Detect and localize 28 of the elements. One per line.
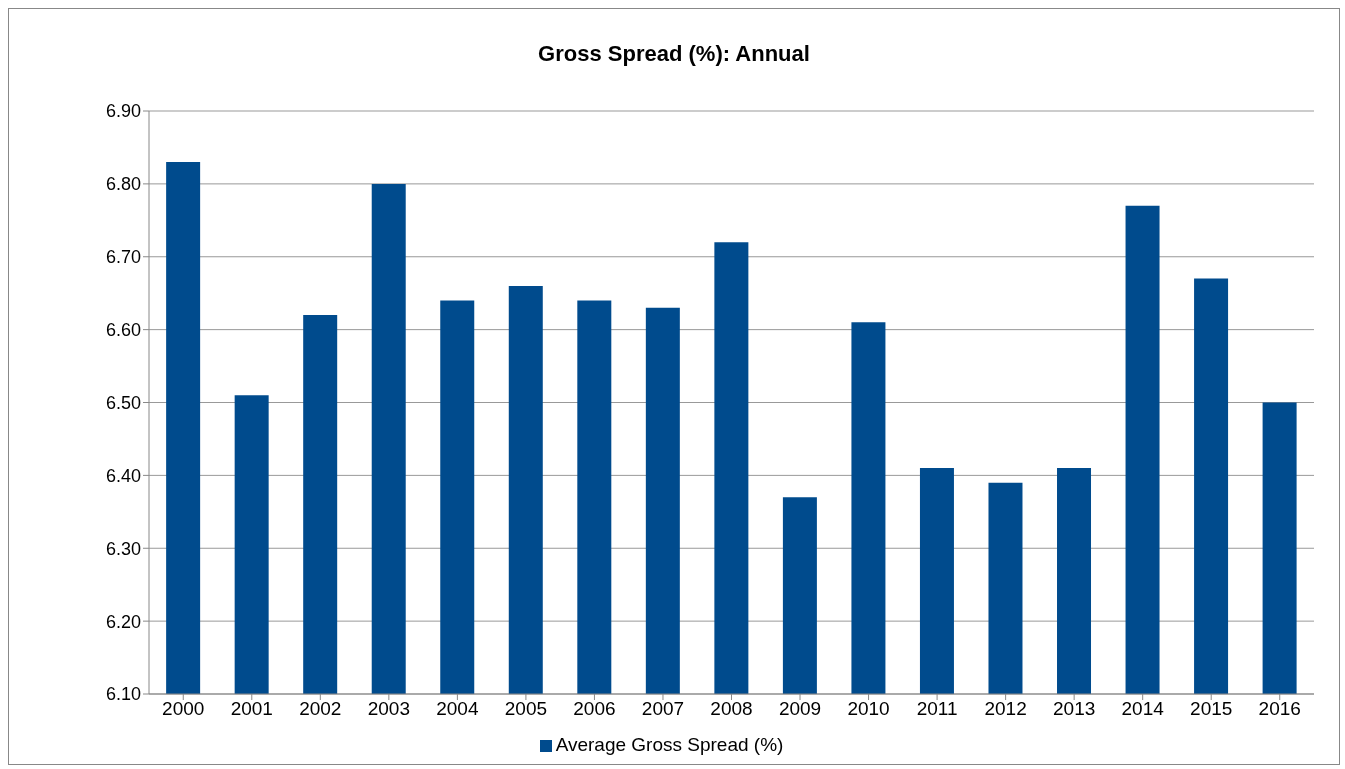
chart-title: Gross Spread (%): Annual	[537, 40, 811, 68]
x-tick-label: 2001	[230, 698, 273, 720]
x-tick-label: 2008	[710, 698, 753, 720]
y-tick-label: 6.50	[105, 392, 141, 413]
x-tick-label: 2004	[436, 698, 479, 720]
x-tick-label: 2002	[299, 698, 342, 720]
x-tick-label: 2014	[1121, 698, 1165, 720]
y-tick-label: 6.40	[105, 465, 141, 486]
y-tick-label: 6.90	[105, 101, 141, 122]
y-tick-label: 6.60	[105, 320, 141, 341]
y-tick-label: 6.80	[105, 174, 141, 195]
x-tick-label: 2015	[1190, 698, 1233, 720]
x-tick-label: 2000	[162, 698, 205, 720]
y-tick-label: 6.10	[105, 684, 141, 705]
y-tick-label: 6.20	[105, 611, 141, 632]
x-tick-label: 2003	[367, 698, 410, 720]
x-tick-label: 2005	[504, 698, 548, 720]
x-tick-label: 2012	[984, 698, 1027, 720]
x-tick-label: 2013	[1053, 698, 1096, 720]
y-tick-label: 6.30	[105, 538, 141, 559]
x-tick-label: 2006	[573, 698, 616, 720]
x-tick-label: 2007	[641, 698, 685, 720]
y-tick-label: 6.70	[105, 247, 141, 268]
x-tick-label: 2009	[778, 698, 822, 720]
x-tick-label: 2016	[1258, 698, 1301, 720]
legend-label: Average Gross Spread (%)	[555, 734, 784, 755]
x-tick-label: 2010	[847, 698, 890, 720]
x-tick-label: 2011	[916, 698, 958, 720]
